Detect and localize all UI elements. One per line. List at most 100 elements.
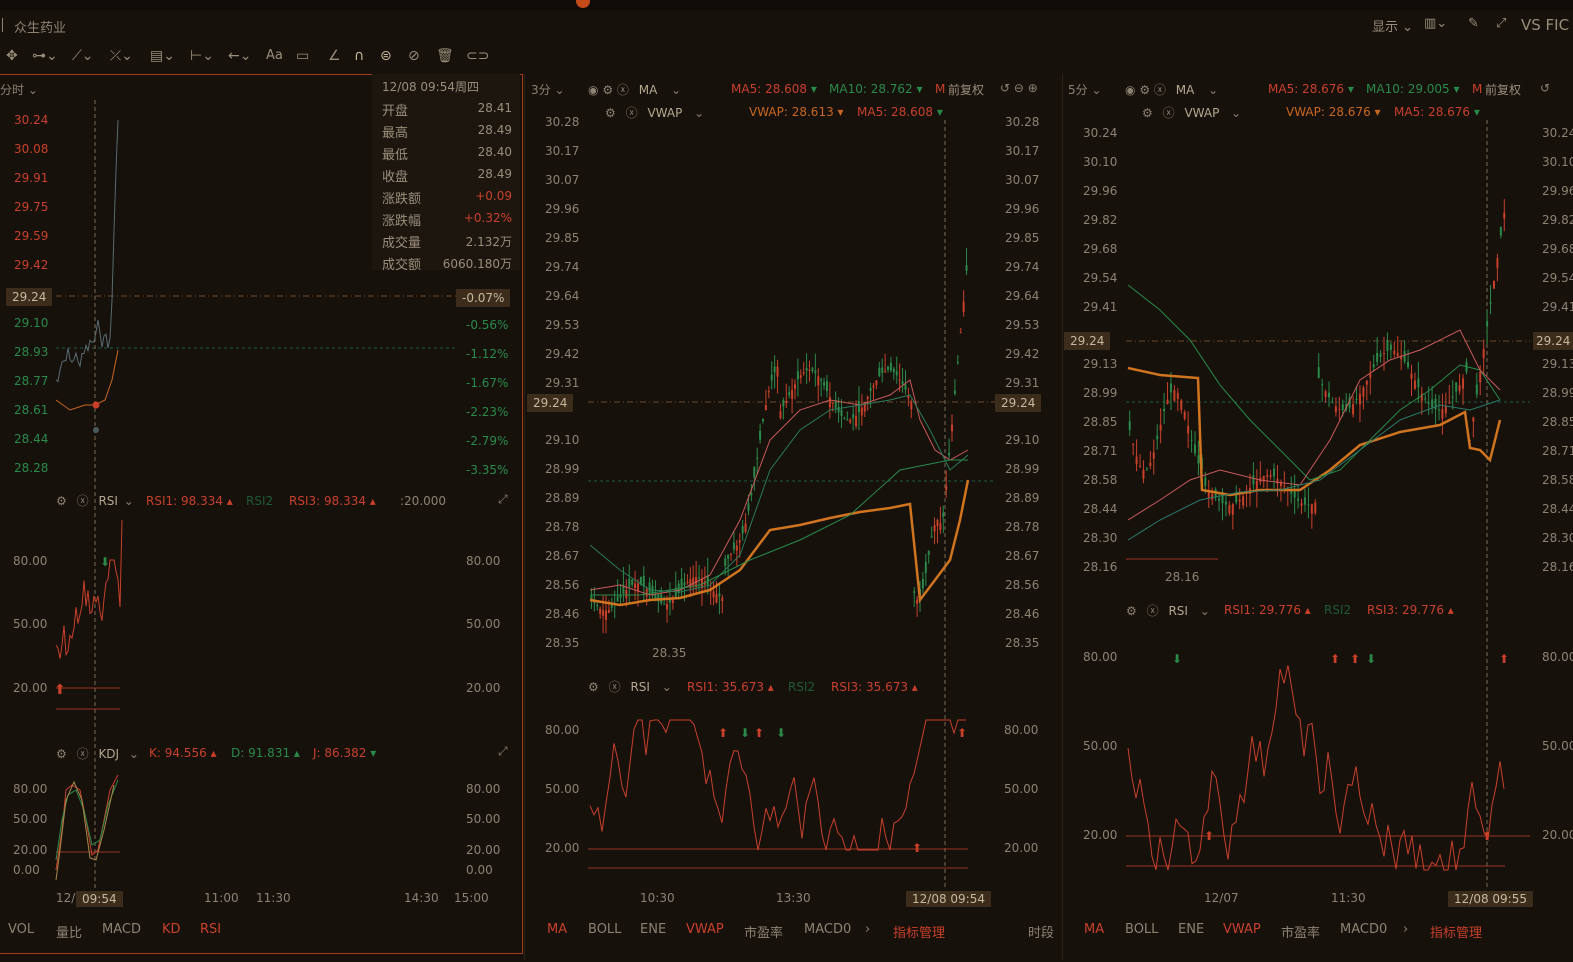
- arrow-tool-icon[interactable]: ←⌄: [228, 48, 252, 64]
- time-tick: 11:00: [204, 891, 239, 905]
- close-icon[interactable]: ⓧ: [616, 83, 629, 97]
- close-icon[interactable]: ⓧ: [1162, 106, 1175, 120]
- indicator-tab[interactable]: 指标管理: [1430, 926, 1483, 941]
- chevron-down-icon[interactable]: ⌄: [128, 747, 139, 761]
- text-tool-icon[interactable]: Aa: [266, 48, 283, 63]
- settings-icon[interactable]: ⚙: [605, 106, 616, 120]
- indicator-tab[interactable]: 时段: [1028, 926, 1055, 941]
- undo-icon[interactable]: ↺: [1540, 81, 1551, 95]
- intraday-chart[interactable]: ⬆⬇: [0, 0, 522, 900]
- range-tool-icon[interactable]: ⊢⌄: [190, 48, 214, 64]
- indicator-tab[interactable]: ENE: [1178, 922, 1205, 937]
- magnet-icon[interactable]: ∩: [354, 48, 365, 64]
- zoom-in-icon[interactable]: ⊕: [1027, 81, 1038, 95]
- indicator-tab[interactable]: BOLL: [1125, 922, 1159, 937]
- price-marker: [92, 401, 100, 409]
- indicator-tab[interactable]: ENE: [640, 922, 667, 937]
- settings-icon[interactable]: ⚙: [1126, 604, 1137, 618]
- settings-icon[interactable]: ⚙: [56, 747, 67, 761]
- chevron-right-icon[interactable]: ›: [1403, 922, 1409, 937]
- chevron-down-icon[interactable]: ⌄: [661, 680, 672, 694]
- line-tool-icon[interactable]: ⊶⌄: [32, 48, 58, 64]
- period-selector-1[interactable]: 分时 ⌄: [0, 81, 38, 98]
- close-icon[interactable]: ⓧ: [76, 494, 89, 508]
- kdj-level-right: 80.00: [466, 782, 501, 796]
- note-tool-icon[interactable]: ▭: [296, 48, 310, 64]
- candle: [828, 396, 831, 408]
- chevron-down-icon[interactable]: ⌄: [694, 106, 705, 120]
- indicator-tab[interactable]: VWAP: [1223, 922, 1261, 937]
- chevron-down-icon[interactable]: ⌄: [123, 494, 134, 508]
- adjust-label[interactable]: 前复权: [948, 83, 985, 97]
- settings-icon[interactable]: ⚙: [1139, 83, 1151, 97]
- layout-grid-icon[interactable]: ▥⌄: [1424, 16, 1448, 31]
- trend-tool-icon[interactable]: ⟋⌄: [72, 48, 94, 64]
- indicator-tab[interactable]: 指标管理: [893, 926, 946, 941]
- eye-icon[interactable]: ◉: [588, 83, 599, 97]
- fib-tool-icon[interactable]: ▤⌄: [150, 48, 175, 64]
- price-tick-left: 28.89: [545, 491, 580, 505]
- undo-icon[interactable]: ↺: [1000, 81, 1011, 95]
- candle: [1145, 468, 1148, 470]
- hide-icon[interactable]: ⊘: [408, 48, 420, 64]
- link-icon[interactable]: ⊂⊃: [466, 48, 490, 64]
- eye-icon[interactable]: ◉: [1125, 83, 1136, 97]
- fullscreen-icon[interactable]: ⤢: [1496, 16, 1507, 31]
- indicator-tab[interactable]: MACD0: [804, 922, 852, 937]
- indicator-tab[interactable]: 市盈率: [744, 926, 784, 941]
- close-icon[interactable]: ⓧ: [76, 747, 89, 761]
- indicator-tab[interactable]: 市盈率: [1281, 926, 1321, 941]
- signal-icon: ⬇: [1172, 652, 1182, 666]
- period-selector-3[interactable]: 5分 ⌄: [1068, 81, 1102, 98]
- settings-icon[interactable]: ⚙: [1142, 106, 1153, 120]
- chevron-down-icon[interactable]: ⌄: [1231, 106, 1242, 120]
- intraday-panel[interactable]: [0, 74, 523, 954]
- zoom-out-icon[interactable]: ⊖: [1013, 81, 1024, 95]
- cross-line-icon[interactable]: ⤫⌄: [110, 48, 133, 64]
- vwap-header-2: ⚙ ⓧ VWAP ⌄: [605, 104, 704, 121]
- chevron-down-icon[interactable]: ⌄: [1208, 83, 1219, 97]
- expand-icon[interactable]: ⤢: [498, 492, 508, 506]
- sync-icon[interactable]: ⊜: [380, 48, 392, 64]
- ruler-icon[interactable]: ∠: [328, 48, 341, 64]
- indicator-tab[interactable]: VOL: [8, 922, 35, 937]
- indicator-tab[interactable]: MA: [1084, 922, 1105, 937]
- price-tick: 28.61: [14, 403, 49, 417]
- price-tick: 29.91: [14, 171, 49, 185]
- close-icon[interactable]: ⓧ: [608, 680, 621, 694]
- settings-icon[interactable]: ⚙: [602, 83, 614, 97]
- settings-icon[interactable]: ⚙: [56, 494, 67, 508]
- chevron-down-icon[interactable]: ⌄: [1199, 604, 1210, 618]
- close-icon[interactable]: ⓧ: [1146, 604, 1159, 618]
- indicator-tab[interactable]: MACD: [102, 922, 141, 937]
- period-selector-2[interactable]: 3分 ⌄: [531, 81, 565, 98]
- kline-chart-3min[interactable]: ⬆ ⬇ ⬆ ⬇⬆⬆: [0, 0, 1573, 900]
- kline-chart-5min[interactable]: ⬇⬆⬆ ⬆ ⬇⬆⬆: [0, 0, 1573, 900]
- percent-tick: -3.35%: [466, 463, 509, 477]
- sidebar-edge-icon[interactable]: [2, 18, 6, 32]
- indicator-tab[interactable]: MA: [547, 922, 568, 937]
- kdj-level-right: 50.00: [466, 812, 501, 826]
- display-menu[interactable]: 显示 ⌄: [1372, 16, 1413, 35]
- chevron-right-icon[interactable]: ›: [865, 922, 871, 937]
- indicator-tab[interactable]: BOLL: [588, 922, 622, 937]
- price-tick-left: 29.31: [545, 376, 580, 390]
- vs-label[interactable]: VS FIC: [1521, 16, 1570, 34]
- indicator-tab[interactable]: RSI: [200, 922, 222, 937]
- indicator-tab[interactable]: VWAP: [686, 922, 724, 937]
- trash-icon[interactable]: 🗑: [436, 48, 454, 64]
- price-tick-right: 28.67: [1005, 549, 1040, 563]
- ma-more: M: [935, 82, 946, 96]
- price-tick-left: 29.54: [1083, 271, 1118, 285]
- chevron-down-icon[interactable]: ⌄: [671, 83, 682, 97]
- indicator-tab[interactable]: KD: [162, 922, 181, 937]
- indicator-tab[interactable]: 量比: [56, 926, 83, 941]
- pencil-icon[interactable]: ✎: [1468, 16, 1479, 31]
- settings-icon[interactable]: ⚙: [588, 680, 599, 694]
- close-icon[interactable]: ⓧ: [1153, 83, 1166, 97]
- adjust-label[interactable]: 前复权: [1485, 83, 1522, 97]
- close-icon[interactable]: ⓧ: [625, 106, 638, 120]
- indicator-tab[interactable]: MACD0: [1340, 922, 1388, 937]
- expand-icon[interactable]: ⤢: [498, 744, 508, 758]
- move-icon[interactable]: ✥: [6, 48, 18, 64]
